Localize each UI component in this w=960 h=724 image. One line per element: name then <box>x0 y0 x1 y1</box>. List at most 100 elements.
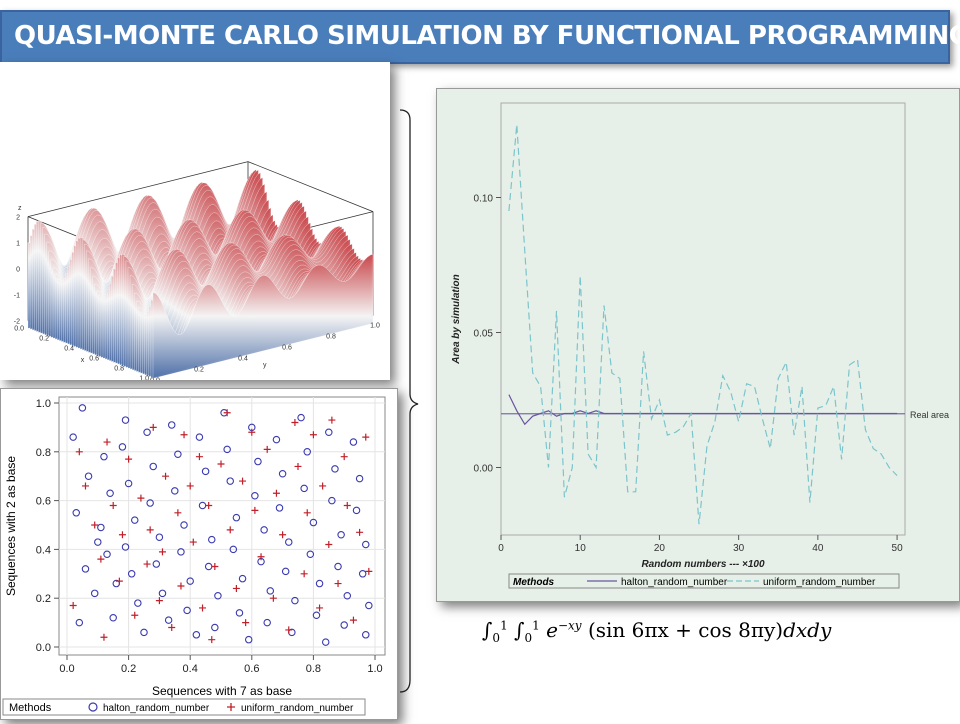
scatter-point-halton <box>272 435 281 444</box>
surface-z-tick: 2 <box>16 215 20 222</box>
scatter-point-uniform <box>251 506 259 514</box>
scatter-point-uniform <box>137 494 145 502</box>
scatter-point-halton <box>164 616 173 624</box>
scatter-point-halton <box>315 579 324 588</box>
scatter-point-uniform <box>131 611 139 619</box>
scatter-point-halton <box>208 535 216 544</box>
surface-y-label: y <box>263 362 267 369</box>
scatter-point-uniform <box>232 584 240 592</box>
scatter-point-halton <box>275 504 284 512</box>
scatter-y-tick-label: 0.0 <box>36 642 51 654</box>
scatter-point-uniform <box>328 416 336 424</box>
scatter-point-halton <box>134 599 142 607</box>
surface-rib <box>152 253 374 379</box>
scatter-point-uniform <box>195 453 203 461</box>
line-y-tick-label: 0.05 <box>474 329 494 340</box>
surface-x-tick: 0.6 <box>89 356 99 363</box>
scatter-point-halton <box>362 540 370 549</box>
scatter-point-halton <box>321 638 330 646</box>
scatter-point-uniform <box>279 531 287 539</box>
scatter-point-uniform <box>263 445 271 453</box>
scatter-y-tick-label: 0.4 <box>36 544 51 556</box>
scatter-point-uniform <box>75 448 83 456</box>
scatter-point-halton <box>266 587 275 595</box>
scatter-x-tick-label: 1.0 <box>367 663 382 675</box>
scatter-point-halton <box>251 491 259 500</box>
integral-upper-2: 1 <box>532 618 540 633</box>
line-x-tick-label: 40 <box>812 543 824 554</box>
scatter-point-halton <box>328 496 336 505</box>
scatter-point-halton <box>109 613 117 622</box>
scatter-point-halton <box>94 538 102 546</box>
scatter-point-halton <box>81 565 90 573</box>
scatter-point-halton <box>106 489 114 498</box>
real-area-label: Real area <box>910 410 949 420</box>
surface-y-tick: 1.0 <box>370 323 380 330</box>
scatter-point-uniform <box>365 567 373 575</box>
scatter-point-halton <box>75 618 84 627</box>
scatter-point-uniform <box>118 531 126 539</box>
surface-z-label: z <box>18 205 22 212</box>
scatter-point-halton <box>306 550 315 559</box>
scatter-legend-uniform-label: uniform_random_number <box>241 703 354 714</box>
scatter-point-halton <box>90 589 99 598</box>
scatter-point-uniform <box>115 577 123 585</box>
bracket <box>399 109 419 693</box>
integral-sign-2: ∫ <box>514 618 525 642</box>
scatter-point-uniform <box>343 501 351 509</box>
scatter-point-uniform <box>226 526 234 534</box>
surface-y-tick: 0.8 <box>326 334 336 341</box>
scatter-point-uniform <box>168 623 176 631</box>
line-x-tick-label: 30 <box>733 543 745 554</box>
scatter-point-halton <box>281 567 290 576</box>
line-x-tick-label: 20 <box>654 543 666 554</box>
surface-x-tick: 0.4 <box>64 346 74 353</box>
line-y-label: Area by simulation <box>451 274 462 364</box>
scatter-point-uniform <box>291 419 299 427</box>
scatter-y-tick-label: 1.0 <box>36 398 51 410</box>
scatter-point-halton <box>358 570 367 578</box>
scatter-point-uniform <box>217 460 225 468</box>
scatter-legend-uniform-marker <box>227 703 235 711</box>
scatter-point-halton <box>171 487 179 495</box>
line-ticks: 0 10 20 30 40 50 0.00 0.05 0.10 <box>474 194 904 555</box>
scatter-point-uniform <box>269 594 277 602</box>
scatter-point-halton <box>340 621 348 629</box>
scatter-point-uniform <box>248 428 256 436</box>
integral-upper-1: 1 <box>500 618 508 633</box>
scatter-point-halton <box>260 526 268 534</box>
exp-base: e <box>546 618 558 642</box>
scatter-point-halton <box>140 628 148 637</box>
scatter-point-halton <box>201 467 210 476</box>
scatter-point-halton <box>72 509 80 517</box>
line-legend-title: Methods <box>513 577 555 588</box>
scatter-point-uniform <box>81 482 89 490</box>
scatter-point-uniform <box>146 526 154 534</box>
scatter-point-uniform <box>205 501 213 509</box>
scatter-point-halton <box>174 450 182 458</box>
line-legend-box <box>508 573 900 589</box>
scatter-point-uniform <box>325 541 333 549</box>
scatter-point-uniform <box>69 602 77 610</box>
scatter-point-halton <box>149 462 157 471</box>
scatter-point-halton <box>177 548 185 556</box>
scatter-point-halton <box>118 443 127 451</box>
scatter-plot-area <box>58 396 386 656</box>
scatter-point-uniform <box>155 597 163 605</box>
scatter-point-uniform <box>177 582 185 590</box>
scatter-point-uniform <box>300 570 308 578</box>
scatter-point-halton <box>291 596 299 605</box>
exp-power: −xy <box>557 618 582 633</box>
line-series: Real area <box>501 124 949 525</box>
scatter-point-uniform <box>174 509 182 517</box>
surface-plot: 2 1 0 -1 -2 z 0.0 0.2 0.4 0.6 0.8 1.0 x 0.0 0.2 0.4 0.6 0… <box>14 161 380 385</box>
line-legend-halton-label: halton_random_number <box>621 577 728 588</box>
surface-z-tick: -1 <box>14 293 20 300</box>
scatter-point-uniform <box>309 431 317 439</box>
scatter-point-uniform <box>162 472 170 480</box>
scatter-x-tick-label: 0.4 <box>183 663 198 675</box>
line-x-tick-label: 50 <box>892 543 904 554</box>
scatter-x-tick-label: 0.6 <box>244 663 259 675</box>
scatter-point-halton <box>167 421 176 429</box>
scatter-point-halton <box>127 570 136 578</box>
